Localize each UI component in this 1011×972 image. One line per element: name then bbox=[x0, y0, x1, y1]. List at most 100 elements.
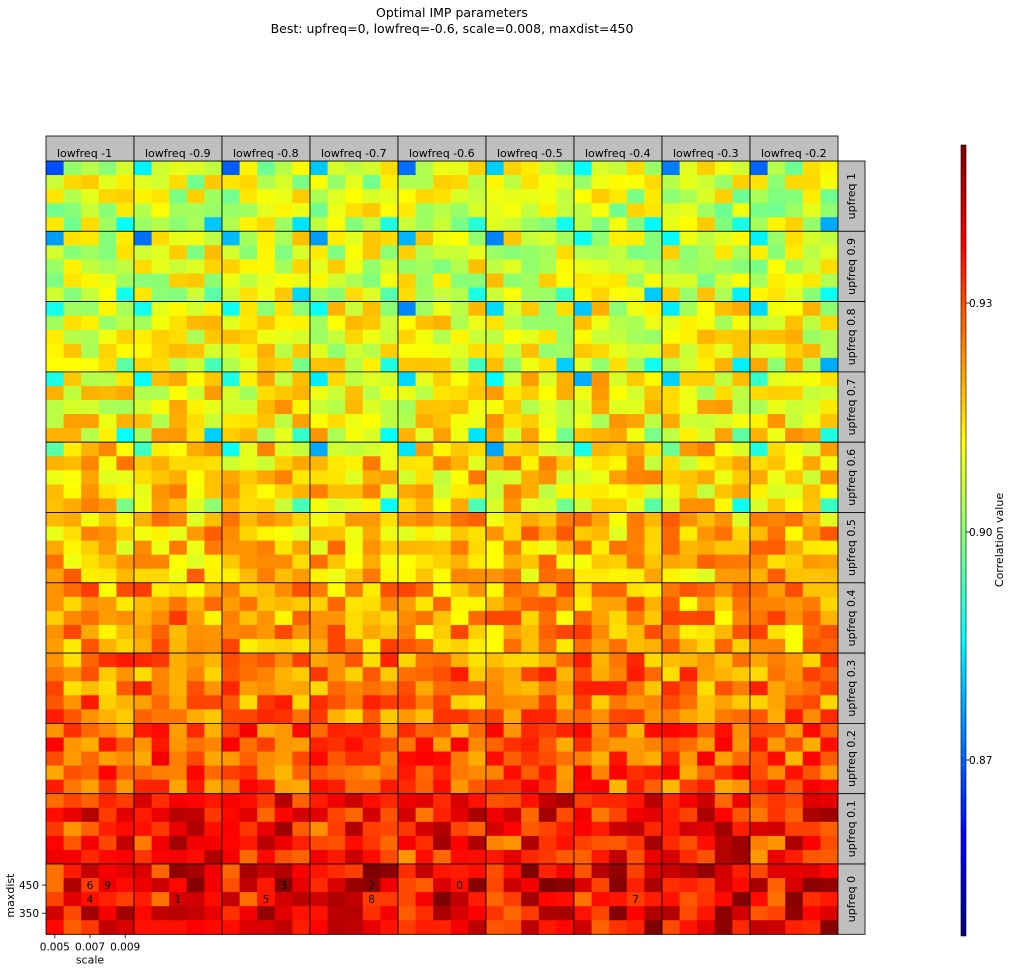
heatmap-cell bbox=[204, 259, 223, 274]
heatmap-cell bbox=[433, 667, 452, 682]
heatmap-cell bbox=[380, 765, 399, 781]
heatmap-cell bbox=[785, 498, 804, 513]
heatmap-cell bbox=[134, 779, 152, 795]
heatmap-cell bbox=[81, 329, 100, 345]
heatmap-cell bbox=[186, 793, 205, 809]
heatmap-cell bbox=[151, 920, 170, 935]
heatmap-cell bbox=[626, 245, 645, 260]
heatmap-cell bbox=[679, 315, 698, 331]
heatmap-cell bbox=[521, 554, 540, 570]
heatmap-cell bbox=[486, 540, 504, 556]
heatmap-cell bbox=[750, 681, 768, 696]
heatmap-cell bbox=[222, 161, 240, 176]
heatmap-cell bbox=[380, 906, 399, 921]
heatmap-cell bbox=[186, 596, 205, 612]
heatmap-cell bbox=[327, 301, 346, 317]
heatmap-cell bbox=[802, 821, 821, 837]
heatmap-cell bbox=[398, 892, 416, 907]
heatmap-cell bbox=[169, 807, 188, 823]
heatmap-cell bbox=[63, 639, 82, 654]
heatmap-cell bbox=[398, 639, 416, 654]
heatmap-cell bbox=[81, 259, 100, 274]
panel-upfreq-0.8-lowfreq--0.3 bbox=[661, 301, 751, 373]
heatmap-cell bbox=[697, 821, 716, 837]
heatmap-cell bbox=[503, 624, 522, 640]
heatmap-cell bbox=[556, 610, 575, 626]
heatmap-cell bbox=[63, 400, 82, 415]
heatmap-cell bbox=[98, 681, 117, 696]
heatmap-cell bbox=[46, 343, 64, 359]
heatmap-cell bbox=[116, 864, 135, 879]
heatmap-cell bbox=[204, 470, 223, 485]
heatmap-cell bbox=[274, 526, 293, 542]
heatmap-cell bbox=[556, 315, 575, 331]
heatmap-cell bbox=[450, 849, 469, 865]
heatmap-cell bbox=[785, 217, 804, 232]
heatmap-cell bbox=[697, 470, 716, 485]
heatmap-cell bbox=[609, 554, 628, 570]
heatmap-cell bbox=[697, 371, 716, 387]
heatmap-cell bbox=[327, 807, 346, 823]
heatmap-cell bbox=[204, 723, 223, 738]
heatmap-cell bbox=[732, 807, 751, 823]
heatmap-cell bbox=[626, 231, 645, 246]
heatmap-cell bbox=[345, 878, 364, 893]
heatmap-cell bbox=[380, 695, 399, 710]
heatmap-cell bbox=[591, 203, 610, 218]
heatmap-cell bbox=[239, 751, 258, 766]
heatmap-cell bbox=[609, 301, 628, 317]
heatmap-cell bbox=[714, 737, 733, 752]
heatmap-cell bbox=[239, 217, 258, 232]
heatmap-cell bbox=[204, 231, 223, 246]
heatmap-cell bbox=[257, 582, 276, 598]
heatmap-cell bbox=[714, 526, 733, 542]
heatmap-cell bbox=[538, 512, 557, 527]
heatmap-cell bbox=[802, 807, 821, 823]
heatmap-cell bbox=[679, 849, 698, 865]
heatmap-cell bbox=[345, 554, 364, 570]
heatmap-cell bbox=[222, 343, 240, 359]
heatmap-cell bbox=[626, 400, 645, 415]
heatmap-cell bbox=[609, 329, 628, 345]
heatmap-cell bbox=[714, 835, 733, 851]
heatmap-cell bbox=[521, 400, 540, 415]
heatmap-cell bbox=[750, 892, 768, 907]
heatmap-cell bbox=[609, 596, 628, 612]
heatmap-cell bbox=[503, 709, 522, 724]
heatmap-cell bbox=[415, 245, 434, 260]
heatmap-cell bbox=[222, 639, 240, 654]
heatmap-cell bbox=[767, 835, 786, 851]
heatmap-cell bbox=[538, 400, 557, 415]
heatmap-cell bbox=[362, 864, 381, 879]
heatmap-cell bbox=[538, 428, 557, 443]
heatmap-cell bbox=[679, 540, 698, 556]
heatmap-cell bbox=[257, 892, 276, 907]
heatmap-cell bbox=[450, 414, 469, 429]
heatmap-cell bbox=[310, 709, 328, 724]
heatmap-cell bbox=[732, 371, 751, 387]
heatmap-cell bbox=[468, 442, 487, 457]
heatmap-cell bbox=[169, 315, 188, 331]
heatmap-cell bbox=[274, 259, 293, 274]
heatmap-cell bbox=[767, 624, 786, 640]
heatmap-cell bbox=[345, 723, 364, 738]
heatmap-cell bbox=[239, 540, 258, 556]
heatmap-cell bbox=[802, 175, 821, 190]
heatmap-cell bbox=[450, 343, 469, 359]
heatmap-cell bbox=[116, 428, 135, 443]
heatmap-cell bbox=[697, 624, 716, 640]
heatmap-cell bbox=[46, 470, 64, 485]
heatmap-cell bbox=[450, 315, 469, 331]
heatmap-cell bbox=[679, 428, 698, 443]
heatmap-cell bbox=[134, 751, 152, 766]
heatmap-cell bbox=[644, 273, 663, 288]
heatmap-cell bbox=[81, 723, 100, 738]
heatmap-cell bbox=[81, 315, 100, 331]
heatmap-cell bbox=[609, 343, 628, 359]
heatmap-cell bbox=[679, 892, 698, 907]
heatmap-cell bbox=[521, 526, 540, 542]
heatmap-cell bbox=[714, 610, 733, 626]
heatmap-cell bbox=[802, 301, 821, 317]
heatmap-cell bbox=[46, 864, 64, 879]
heatmap-cell bbox=[292, 371, 311, 387]
